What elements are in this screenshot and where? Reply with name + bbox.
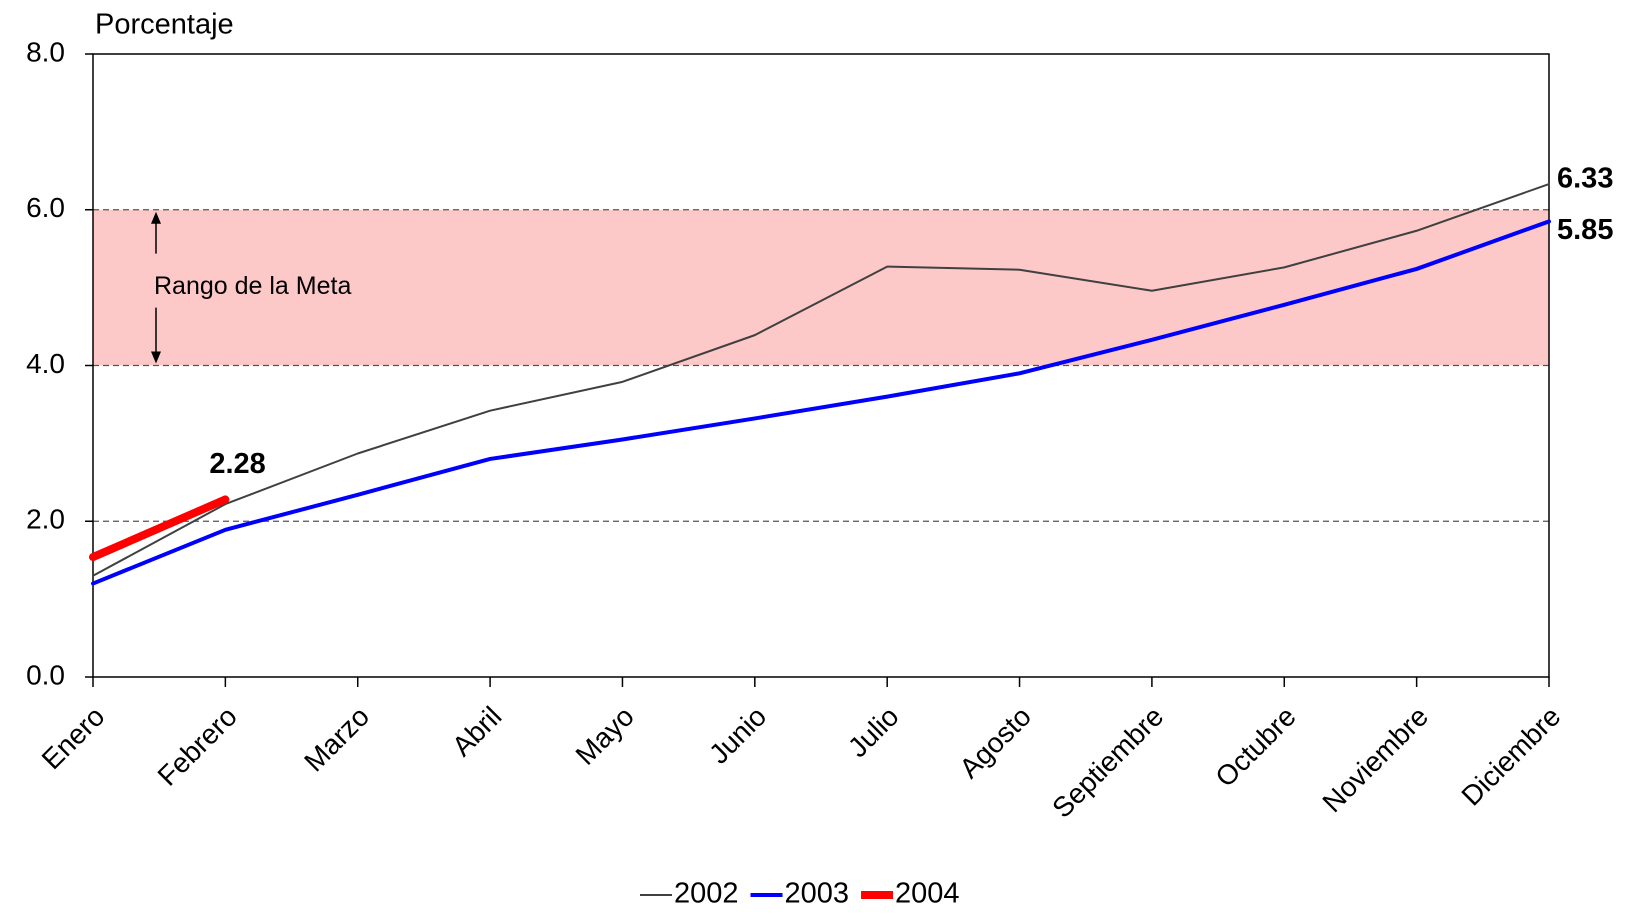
- target-band: [93, 209, 1549, 366]
- y-tick-label: 8.0: [26, 36, 65, 67]
- x-tick-label: Marzo: [298, 701, 375, 778]
- x-tick-label: Febrero: [152, 701, 243, 792]
- x-tick-label: Agosto: [953, 701, 1037, 785]
- legend-label: 2003: [785, 878, 850, 910]
- x-tick-label: Julio: [842, 701, 905, 764]
- y-tick-label: 4.0: [26, 348, 65, 379]
- arrow-head: [151, 351, 161, 364]
- arrow-head: [151, 211, 161, 224]
- y-axis-label: Porcentaje: [95, 9, 234, 41]
- x-tick-label: Octubre: [1209, 701, 1301, 793]
- y-tick-label: 0.0: [26, 659, 65, 690]
- target-label: Rango de la Meta: [154, 272, 351, 300]
- x-tick-label: Abril: [446, 701, 508, 763]
- x-tick-label: Enero: [36, 701, 111, 776]
- series-line: [92, 183, 1550, 577]
- legend-label: 2002: [674, 878, 739, 910]
- y-tick-label: 6.0: [26, 192, 65, 223]
- series-line: [89, 495, 230, 562]
- y-tick-label: 2.0: [26, 504, 65, 535]
- data-label: 6.33: [1557, 163, 1613, 195]
- x-tick-label: Diciembre: [1455, 701, 1566, 812]
- data-label: 2.28: [209, 448, 265, 480]
- legend-label: 2004: [895, 878, 960, 910]
- x-tick-label: Junio: [703, 701, 772, 770]
- x-tick-label: Noviembre: [1316, 701, 1434, 819]
- data-label: 5.85: [1557, 214, 1613, 246]
- x-tick-label: Mayo: [570, 701, 640, 771]
- x-tick-label: Septiembre: [1046, 701, 1169, 824]
- series-line: [91, 219, 1551, 586]
- plot-frame: [92, 53, 1550, 678]
